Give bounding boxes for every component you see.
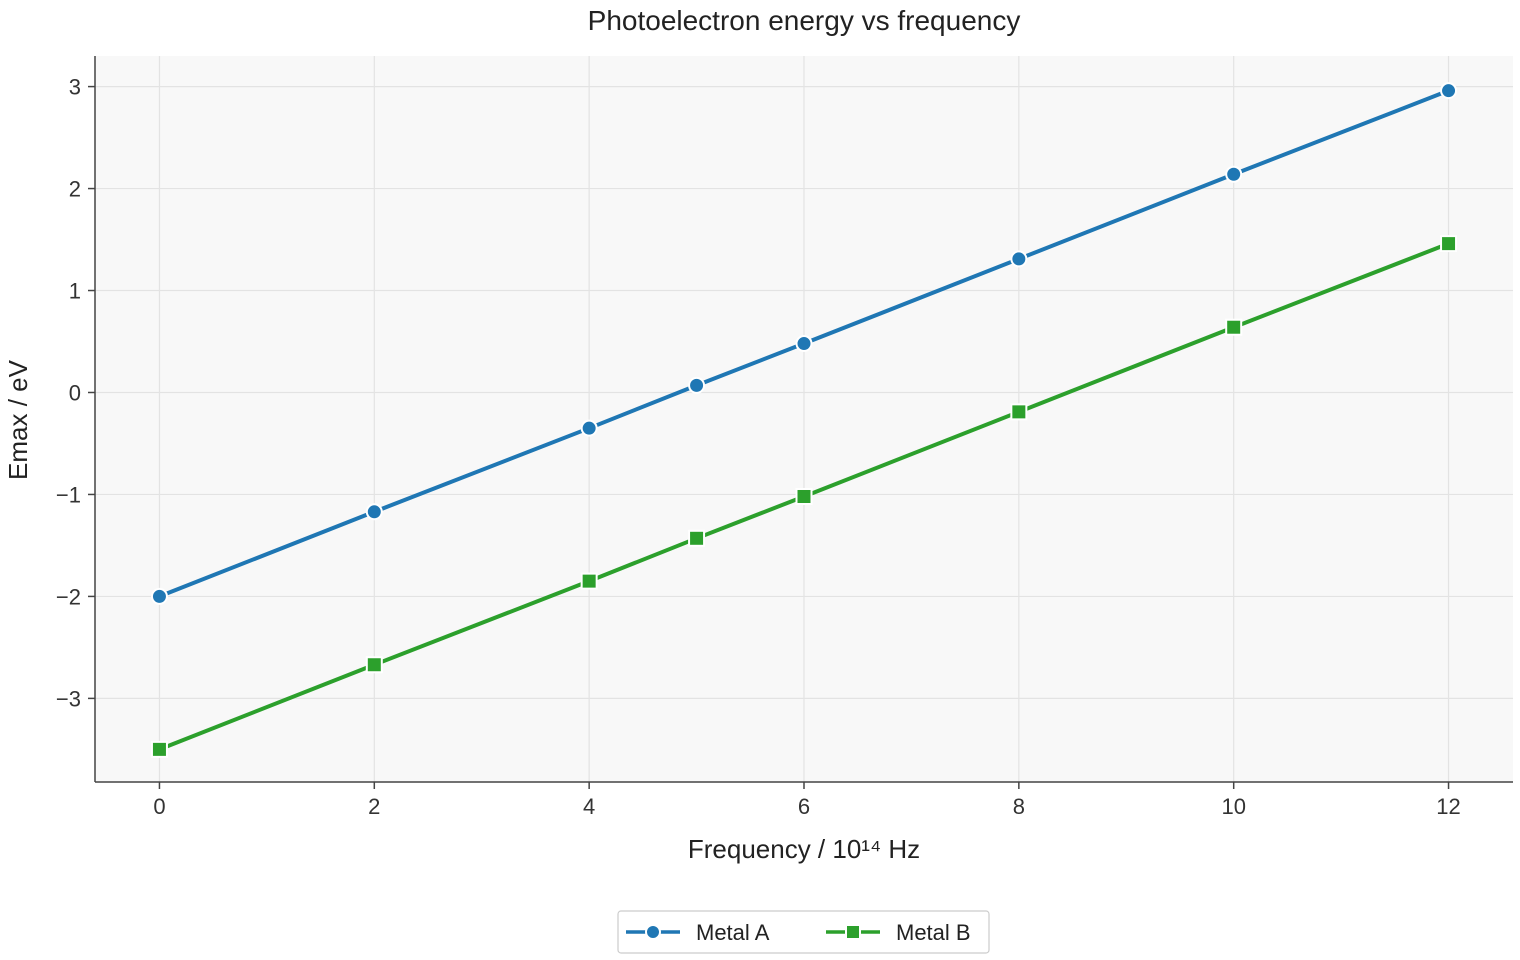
x-tick-label: 0	[153, 794, 165, 819]
legend-marker-metal-b	[845, 924, 861, 940]
series-line-metal-a	[157, 88, 1451, 599]
data-point-metal-a	[795, 335, 813, 353]
legend-label-metal-a: Metal A	[696, 920, 770, 945]
data-point-metal-a	[150, 587, 168, 605]
x-axis-label: Frequency / 10¹⁴ Hz	[688, 834, 920, 864]
legend-box	[617, 910, 990, 954]
x-tick-label: 6	[798, 794, 810, 819]
y-tick-label: −2	[56, 584, 81, 609]
series-line-metal-b	[157, 241, 1451, 752]
data-point-metal-b	[795, 487, 813, 505]
y-axis-label: Emax / eV	[3, 359, 33, 480]
x-tick-label: 12	[1436, 794, 1460, 819]
data-point-metal-b	[580, 572, 598, 590]
data-point-metal-a	[580, 419, 598, 437]
legend-label-metal-b: Metal B	[896, 920, 971, 945]
data-point-metal-b	[365, 656, 383, 674]
y-tick-label: −1	[56, 482, 81, 507]
x-tick-label: 8	[1013, 794, 1025, 819]
data-point-metal-a	[1440, 82, 1458, 100]
data-point-metal-a	[365, 503, 383, 521]
series-layer	[150, 82, 1458, 758]
data-point-metal-a	[1225, 165, 1243, 183]
data-point-metal-b	[688, 529, 706, 547]
chart-title: Photoelectron energy vs frequency	[588, 5, 1021, 36]
legend-marker-metal-a	[645, 924, 661, 940]
y-tick-label: 1	[69, 279, 81, 304]
x-tick-label: 2	[368, 794, 380, 819]
x-tick-label: 10	[1221, 794, 1245, 819]
x-tick-label: 4	[583, 794, 595, 819]
data-point-metal-b	[1225, 318, 1243, 336]
y-tick-label: 0	[69, 380, 81, 405]
legend: Metal A Metal B	[617, 910, 990, 954]
data-point-metal-b	[1440, 235, 1458, 253]
data-point-metal-b	[1010, 403, 1028, 421]
data-point-metal-b	[150, 740, 168, 758]
y-tick-label: 2	[69, 177, 81, 202]
y-tick-label: −3	[56, 686, 81, 711]
y-tick-label: 3	[69, 75, 81, 100]
data-point-metal-a	[688, 376, 706, 394]
data-point-metal-a	[1010, 250, 1028, 268]
